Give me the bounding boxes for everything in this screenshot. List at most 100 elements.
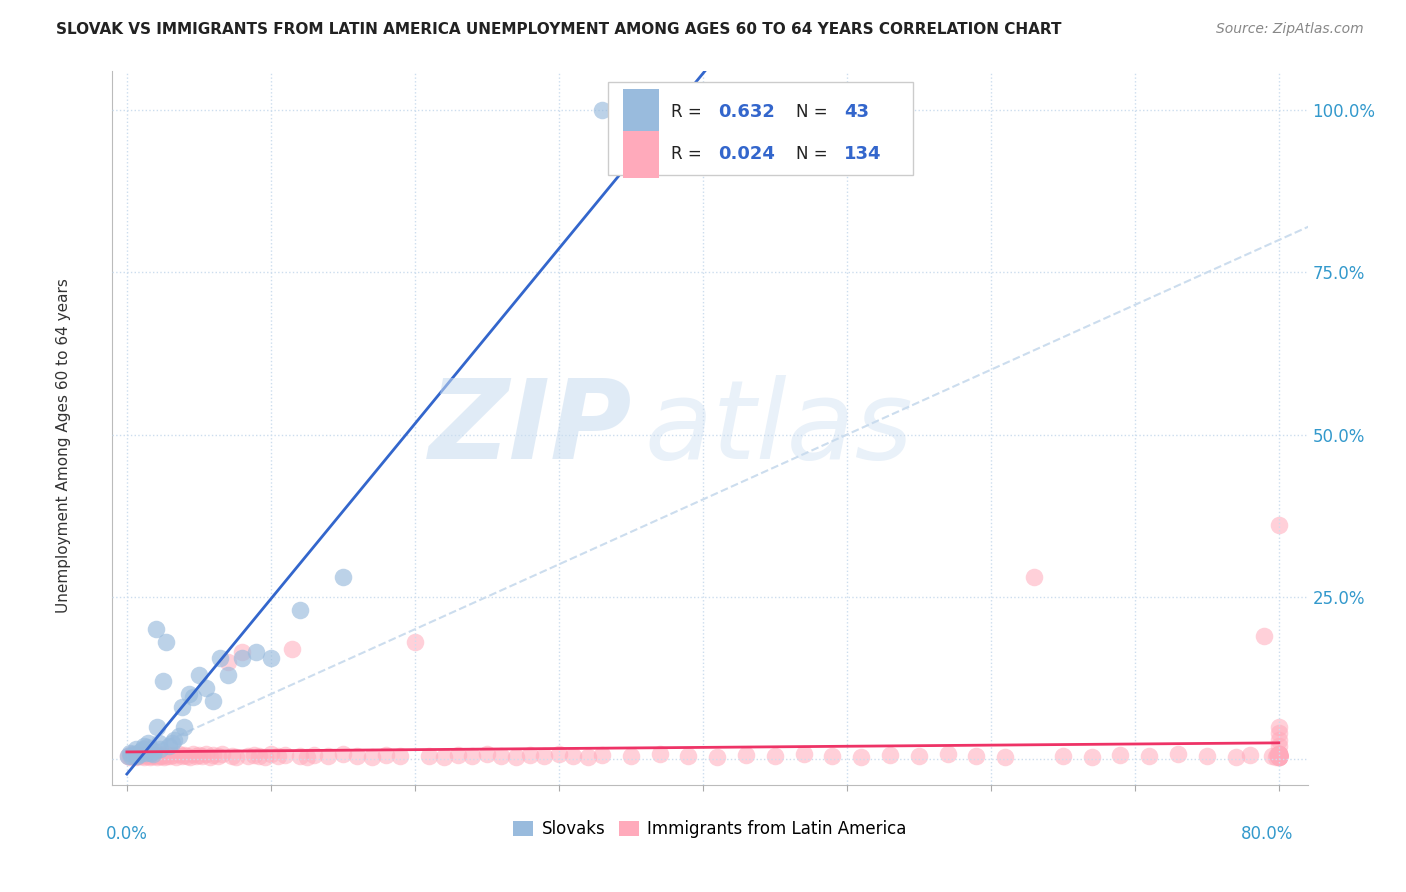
Point (1268, 749, 1291, 764)
Point (648, 747, 671, 762)
Text: Source: ZipAtlas.com: Source: ZipAtlas.com (1216, 22, 1364, 37)
Point (136, 740, 159, 755)
Point (260, 651, 283, 665)
Point (907, 749, 929, 764)
Point (242, 748, 264, 763)
Text: N =: N = (796, 103, 832, 120)
Point (1080, 750, 1102, 764)
Point (190, 748, 212, 763)
Point (1268, 749, 1291, 764)
Point (153, 750, 176, 764)
Point (179, 750, 201, 764)
Point (1268, 750, 1291, 764)
Point (145, 748, 167, 763)
Point (120, 748, 142, 763)
Point (187, 748, 209, 763)
Point (162, 748, 184, 763)
Point (533, 749, 555, 764)
Point (129, 748, 152, 763)
Point (184, 749, 207, 764)
Point (404, 635, 426, 649)
Point (157, 739, 180, 753)
Point (1268, 750, 1291, 764)
Point (418, 748, 440, 763)
Point (1268, 748, 1291, 763)
Point (207, 749, 229, 764)
Point (1268, 748, 1291, 763)
Point (1195, 748, 1218, 763)
Point (591, 748, 613, 763)
Point (209, 651, 232, 665)
Point (706, 750, 728, 764)
Point (195, 747, 218, 762)
Point (260, 747, 283, 762)
Point (167, 729, 190, 743)
Point (120, 747, 142, 761)
Point (1268, 749, 1291, 764)
Point (1268, 732, 1291, 747)
Point (591, 103, 613, 118)
Point (221, 748, 243, 763)
Point (288, 748, 311, 763)
Text: Unemployment Among Ages 60 to 64 years: Unemployment Among Ages 60 to 64 years (56, 278, 70, 614)
Point (1265, 748, 1288, 763)
Point (132, 742, 155, 756)
Point (142, 747, 165, 761)
Point (332, 570, 354, 584)
Point (135, 748, 157, 763)
Point (1225, 750, 1247, 764)
Point (1052, 748, 1074, 763)
Point (1268, 749, 1291, 764)
Point (145, 622, 167, 636)
Point (360, 750, 382, 764)
Text: N =: N = (796, 145, 832, 163)
Point (1268, 748, 1291, 763)
Point (678, 748, 700, 763)
Point (879, 748, 901, 763)
Point (332, 747, 354, 762)
Point (302, 748, 325, 763)
Text: 0.632: 0.632 (718, 103, 775, 120)
Point (735, 748, 758, 763)
Bar (623, 88, 658, 135)
Text: 43: 43 (844, 103, 869, 120)
Point (491, 748, 513, 763)
Point (1268, 747, 1291, 762)
Point (155, 635, 177, 649)
Point (155, 747, 177, 761)
Point (851, 750, 873, 764)
Point (1268, 747, 1291, 762)
Point (117, 748, 139, 763)
Point (173, 748, 195, 763)
Point (202, 693, 225, 707)
Point (1109, 748, 1132, 763)
Text: SLOVAK VS IMMIGRANTS FROM LATIN AMERICA UNEMPLOYMENT AMONG AGES 60 TO 64 YEARS C: SLOVAK VS IMMIGRANTS FROM LATIN AMERICA … (56, 22, 1062, 37)
Point (141, 746, 163, 760)
Point (195, 681, 218, 695)
Point (1268, 739, 1291, 753)
Point (148, 736, 170, 750)
Point (177, 687, 200, 701)
Point (519, 748, 541, 763)
Point (181, 747, 204, 761)
Point (134, 750, 156, 764)
Point (1268, 748, 1291, 763)
Point (128, 747, 150, 761)
Point (1268, 747, 1291, 762)
Text: 0.024: 0.024 (718, 145, 775, 163)
Point (318, 749, 340, 764)
Point (152, 674, 174, 689)
Text: R =: R = (671, 145, 707, 163)
Point (346, 748, 368, 763)
Point (125, 748, 148, 763)
Text: 134: 134 (844, 145, 882, 163)
Point (231, 645, 253, 659)
Text: 80.0%: 80.0% (1241, 825, 1294, 843)
Text: atlas: atlas (644, 375, 912, 482)
Point (505, 750, 527, 764)
Point (141, 748, 163, 763)
Point (1022, 570, 1045, 584)
Point (793, 747, 815, 761)
Point (965, 748, 987, 763)
Point (163, 732, 186, 747)
